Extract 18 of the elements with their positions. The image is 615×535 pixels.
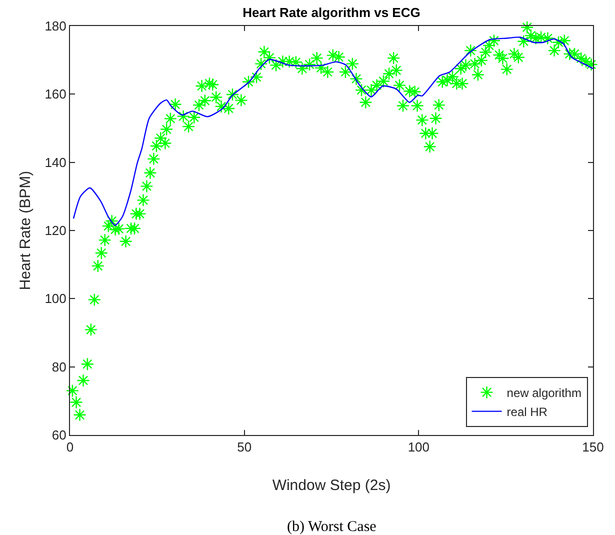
text: (b) Worst Case (287, 519, 377, 535)
y-tick-label: 80 (52, 359, 66, 374)
y-tick-label: 160 (44, 86, 66, 102)
x-tick-label: 150 (582, 440, 604, 455)
legend-label: new algorithm (506, 386, 582, 400)
y-tick-label: 100 (44, 291, 66, 306)
chart-title: Heart Rate algorithm vs ECG (242, 5, 420, 20)
line-series (72, 36, 593, 226)
y-tick-label: 120 (44, 223, 66, 238)
x-tick-label: 50 (237, 440, 252, 455)
y-tick-label: 60 (52, 428, 66, 443)
y-axis-title: Heart Rate (BPM) (17, 170, 34, 290)
x-tick-label: 0 (66, 440, 74, 455)
x-axis-title: Window Step (2s) (272, 477, 391, 494)
legend-label: real HR (506, 405, 548, 419)
x-tick-label: 100 (408, 440, 430, 455)
y-tick-label: 180 (44, 18, 66, 34)
y-tick-label: 140 (44, 154, 66, 170)
